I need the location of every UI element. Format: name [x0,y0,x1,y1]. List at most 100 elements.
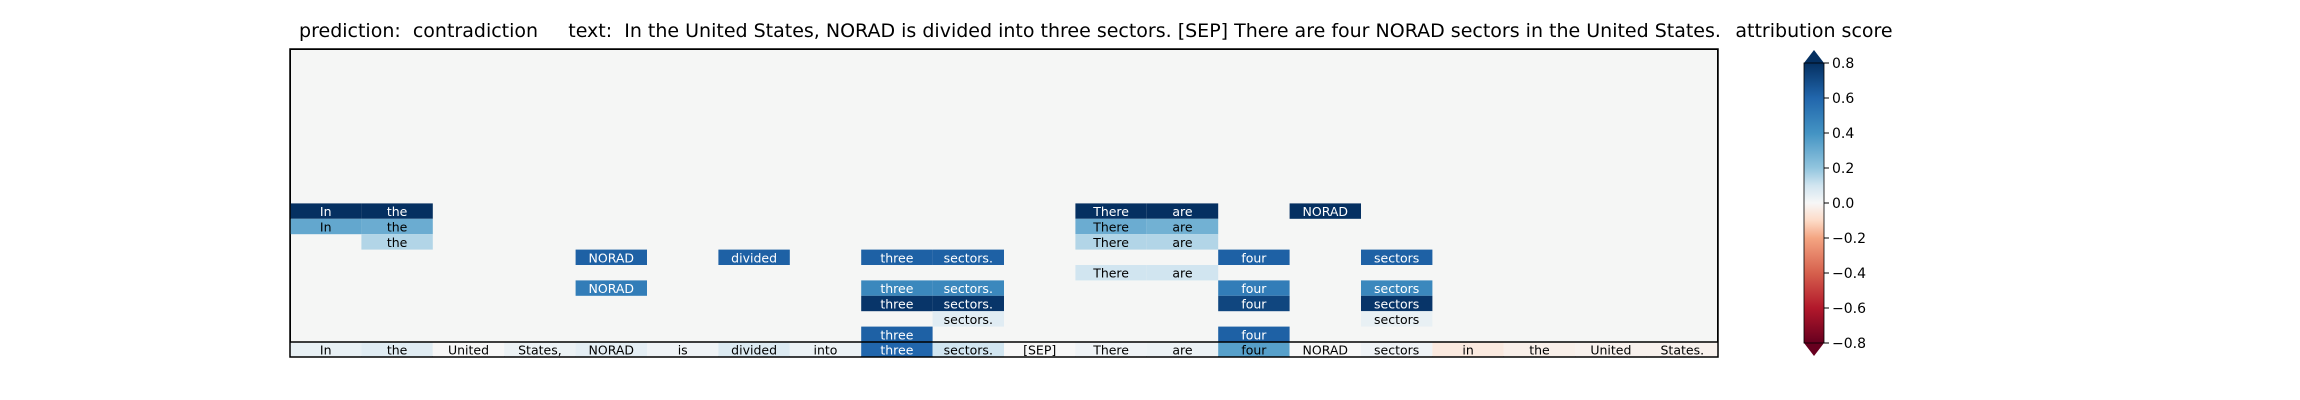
colorbar-tick-label: 0.2 [1832,161,1854,177]
token-row-token-label: NORAD [589,343,635,358]
heatmap-row-token-label: sectors. [944,312,993,327]
colorbar-tick-label: 0.0 [1832,196,1854,212]
heatmap-row-token-label: divided [731,250,777,265]
heatmap-row-cell [718,249,790,265]
heatmap-row-cell [932,311,1004,327]
heatmap-row-cell [1289,203,1361,219]
heatmap-row-token-label: There [1092,220,1129,235]
heatmap-row-cell [932,295,1004,312]
heatmap-row-token-label: three [880,250,913,265]
heatmap-row-token-label: NORAD [589,281,635,296]
token-row-token-label: into [814,343,838,358]
heatmap-row-token-label: are [1172,266,1193,281]
token-row-cell [1503,342,1576,357]
heatmap-row-token-label: sectors [1374,281,1419,296]
token-row-token-label: the [1529,343,1550,358]
colorbar-title: attribution score [1735,20,1893,42]
colorbar-tick-label: −0.6 [1832,301,1866,317]
heatmap-row-cell [1075,265,1147,281]
heatmap-row-token-label: are [1172,204,1193,219]
heatmap-row-token-label: the [387,235,408,250]
colorbar-tick-label: −0.8 [1832,336,1866,352]
heatmap-row-token-label: There [1092,204,1129,219]
token-row-token-label: in [1462,343,1473,358]
heatmap-row-token-label: three [880,327,913,342]
heatmap-row-cell [861,326,933,342]
heatmap-row-cell [932,249,1004,265]
heatmap-row-token-label: There [1092,235,1129,250]
token-row-token-label: is [678,343,688,358]
heatmap-row-cell [575,249,647,265]
colorbar-extend-bottom [1804,343,1824,356]
token-row-token-label: In [320,343,332,358]
heatmap-row-token-label: sectors [1374,250,1419,265]
token-row-cell [290,342,362,357]
heatmap-row-token-label: sectors [1374,312,1419,327]
heatmap-row-token-label: are [1172,235,1193,250]
heatmap-row-cell [861,249,933,265]
heatmap-row-token-label: In [320,220,332,235]
token-row-token-label: sectors [1374,343,1419,358]
token-row-token-label: [SEP] [1023,343,1056,358]
heatmap-row-cell [1218,295,1290,312]
heatmap-row-cell [1361,311,1433,327]
token-row-token-label: four [1241,343,1267,358]
chart-title: prediction: contradiction text: In the U… [299,20,1721,42]
heatmap-row-cell [290,203,362,219]
heatmap-row-cell [1218,326,1290,342]
token-row-cell [432,342,505,357]
token-row-cell [1218,342,1290,357]
heatmap-row-cell [290,218,362,235]
token-row-cell [504,342,576,357]
heatmap-row-cell [575,280,647,296]
token-row-token-label: States, [518,343,562,358]
token-row-cell [1146,342,1219,357]
token-row-token-label: There [1092,343,1129,358]
token-row-token-label: sectors. [944,343,993,358]
heatmap-row-cell [1361,295,1433,312]
heatmap-row-token-label: In [320,204,332,219]
token-row-cell [1432,342,1504,357]
heatmap-row-cell [361,234,433,250]
heatmap-row-cell [1146,265,1219,281]
heatmap-row-token-label: three [880,297,913,312]
token-row-token-label: States. [1661,343,1705,358]
heatmap-row-cell [1218,249,1290,265]
heatmap-row-cell [1361,249,1433,265]
heatmap-row-token-label: three [880,281,913,296]
heatmap-row-cell [1218,280,1290,296]
colorbar-tick-label: −0.4 [1832,266,1866,282]
heatmap-row-token-label: sectors. [944,250,993,265]
token-row-cell [789,342,862,357]
token-row-cell [1289,342,1361,357]
colorbar-extend-top [1804,50,1824,63]
heatmap-row-cell [1075,218,1147,235]
heatmap-row-cell [932,280,1004,296]
token-row-token-label: are [1172,343,1193,358]
colorbar-gradient [1804,63,1824,343]
heatmap-row-cell [361,218,433,235]
heatmap-row-token-label: NORAD [1303,204,1349,219]
heatmap-row-token-label: There [1092,266,1129,281]
heatmap-row-cell [1075,203,1147,219]
token-row-cell [1075,342,1147,357]
token-row-cell [647,342,719,357]
heatmap-row-token-label: are [1172,220,1193,235]
token-row-token-label: United [448,343,489,358]
token-row-cell [718,342,790,357]
heatmap-row-cell [861,295,933,312]
heatmap-row-cell [1146,234,1219,250]
heatmap-frame [289,48,1719,358]
colorbar-tick-label: −0.2 [1832,231,1866,247]
heatmap-row-token-label: four [1241,297,1267,312]
heatmap-row-cell [1146,218,1219,235]
token-row-cell [1361,342,1433,357]
heatmap-row-cell [1075,234,1147,250]
heatmap-row-token-label: the [387,204,408,219]
heatmap-row-cell [1361,280,1433,296]
colorbar-tick-label: 0.4 [1832,126,1854,142]
heatmap-row-token-label: sectors. [944,297,993,312]
heatmap-row-token-label: sectors [1374,297,1419,312]
heatmap-row-token-label: the [387,220,408,235]
